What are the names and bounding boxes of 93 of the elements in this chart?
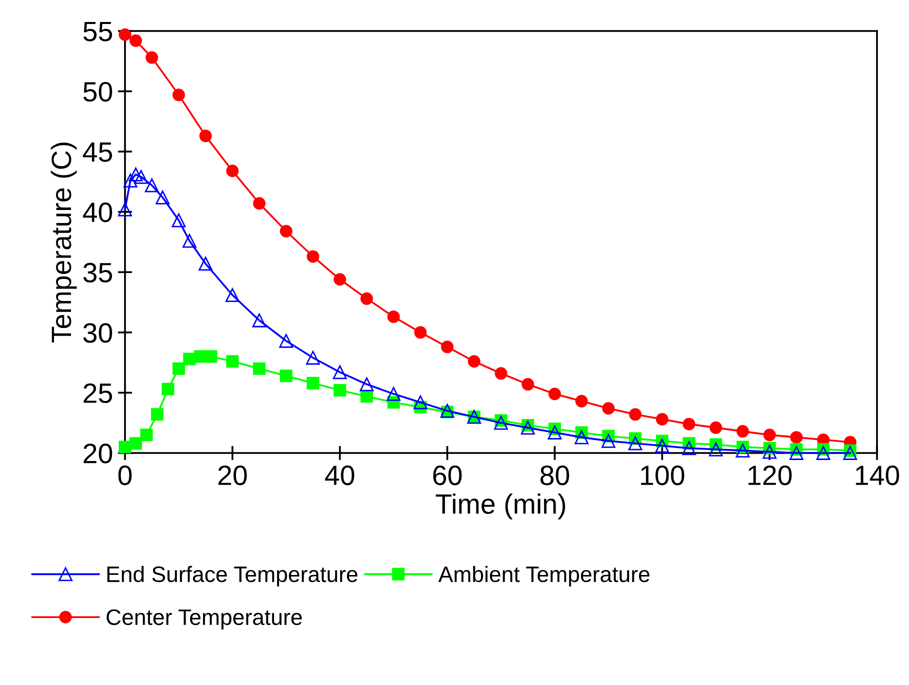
point (816, 446, 830, 460)
point (710, 421, 722, 434)
point (548, 388, 561, 400)
point (520, 420, 535, 435)
point (682, 441, 696, 456)
point (441, 340, 454, 354)
legend-label: End Surface Temperature (107, 566, 358, 587)
point (128, 168, 143, 182)
point (656, 412, 668, 426)
x-tick-label: 140 (856, 466, 900, 486)
point (548, 426, 562, 440)
point (736, 425, 749, 438)
point (789, 446, 804, 460)
point (332, 365, 347, 380)
point (360, 377, 374, 392)
point (140, 428, 153, 442)
x-tick-label: 100 (641, 466, 684, 486)
point (162, 382, 174, 396)
point (253, 197, 266, 210)
point (763, 428, 776, 442)
point (522, 378, 534, 391)
point (226, 355, 239, 368)
point (129, 437, 142, 450)
point (279, 334, 294, 348)
point (655, 438, 670, 453)
point (225, 288, 240, 302)
point (146, 51, 158, 64)
point (843, 446, 858, 460)
point (360, 390, 373, 403)
point (387, 310, 400, 324)
point (172, 88, 185, 102)
point (306, 376, 320, 390)
y-tick-label: 40 (82, 202, 112, 222)
point (494, 416, 508, 430)
point (762, 444, 777, 459)
y-tick-label: 55 (83, 22, 112, 42)
y-tick-label: 25 (84, 383, 112, 404)
point (134, 170, 148, 184)
point (306, 250, 320, 263)
point (150, 408, 164, 421)
point (253, 362, 266, 375)
point (494, 367, 508, 380)
point (129, 34, 142, 47)
x-tick-label: 40 (325, 466, 354, 486)
point (575, 394, 588, 408)
x-tick-label: 60 (433, 466, 462, 486)
point (118, 202, 132, 216)
y-tick-label: 50 (83, 82, 112, 102)
point (199, 130, 212, 142)
point (183, 352, 196, 366)
point (736, 444, 750, 458)
point (172, 213, 186, 228)
point (306, 350, 320, 365)
point (172, 362, 185, 375)
point (226, 164, 239, 178)
point (602, 402, 615, 415)
x-tick-label: 120 (748, 466, 792, 486)
point (708, 442, 723, 456)
point (468, 355, 480, 368)
point (280, 370, 292, 382)
point (198, 256, 213, 271)
point (790, 431, 803, 444)
x-tick-label: 20 (218, 466, 247, 486)
point (628, 436, 642, 450)
point (574, 430, 589, 444)
point (682, 418, 696, 430)
legend-label: Center Temperature (106, 609, 302, 630)
point (601, 434, 616, 448)
point (252, 313, 266, 328)
x-tick-label: 0 (118, 466, 132, 486)
y-tick-label: 30 (83, 323, 112, 343)
point (144, 178, 159, 192)
point (386, 386, 401, 401)
point (334, 273, 346, 286)
point (360, 292, 373, 305)
point (204, 350, 218, 363)
point (123, 174, 138, 188)
point (280, 224, 292, 238)
point (156, 190, 170, 204)
x-tick-label: 80 (540, 466, 570, 486)
point (182, 234, 196, 248)
point (629, 408, 642, 421)
point (334, 384, 346, 397)
y-axis-title: Temperature (C) (50, 142, 77, 342)
point (118, 440, 132, 454)
legend-label: Ambient Temperature (438, 566, 650, 587)
y-tick-label: 20 (84, 444, 112, 464)
y-tick-label: 45 (82, 142, 112, 162)
point (414, 326, 427, 339)
point (413, 395, 428, 410)
point (118, 28, 132, 41)
x-axis-title: Time (min) (436, 493, 566, 520)
y-tick-label: 35 (83, 262, 112, 282)
